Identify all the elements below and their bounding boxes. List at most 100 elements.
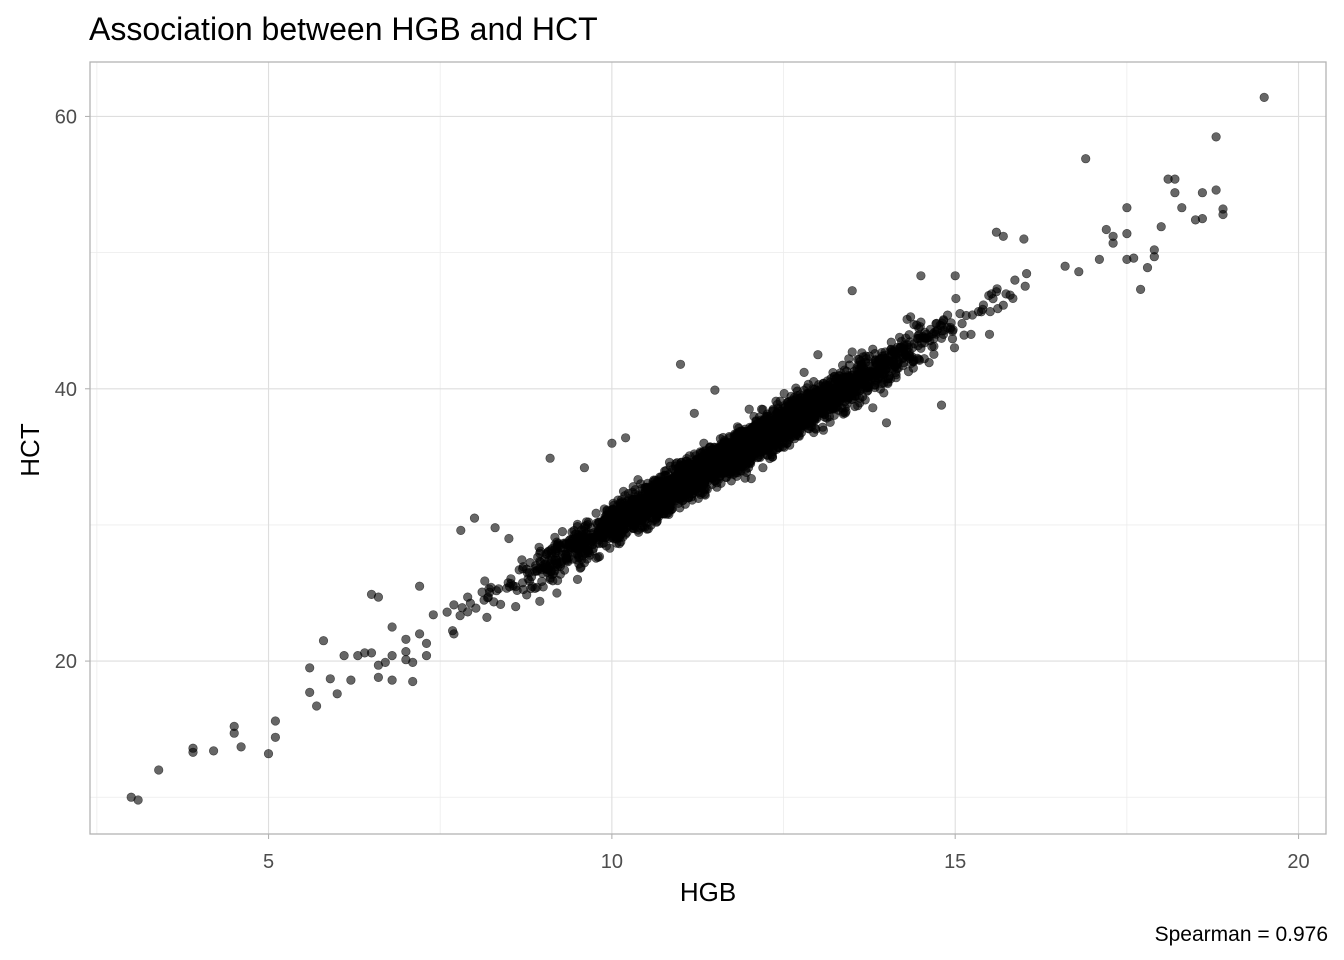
scatter-point bbox=[463, 607, 473, 617]
scatter-point bbox=[469, 513, 480, 523]
scatter-point bbox=[715, 459, 725, 469]
scatter-point bbox=[552, 537, 562, 547]
x-tick-label: 5 bbox=[263, 851, 274, 873]
scatter-point bbox=[732, 468, 743, 478]
scatter-point bbox=[483, 593, 493, 603]
scatter-point bbox=[931, 329, 941, 339]
scatter-point bbox=[759, 434, 769, 444]
scatter-point bbox=[642, 509, 653, 519]
scatter-point bbox=[421, 638, 432, 649]
scatter-point bbox=[449, 629, 459, 639]
scatter-point bbox=[894, 332, 905, 343]
scatter-point bbox=[661, 471, 671, 481]
scatter-point bbox=[581, 523, 591, 533]
scatter-point bbox=[572, 574, 583, 585]
scatter-point bbox=[591, 508, 601, 518]
scatter-point bbox=[805, 421, 815, 432]
scatter-point bbox=[798, 398, 808, 409]
scatter-point bbox=[1135, 284, 1146, 295]
scatter-point bbox=[539, 554, 550, 565]
x-tick-label: 10 bbox=[601, 851, 623, 873]
scatter-point bbox=[855, 383, 866, 394]
scatter-point bbox=[758, 463, 768, 473]
scatter-point bbox=[1005, 290, 1015, 300]
scatter-point bbox=[332, 689, 342, 699]
scatter-point bbox=[675, 359, 686, 369]
scatter-point bbox=[1108, 231, 1118, 241]
scatter-point bbox=[598, 538, 609, 548]
scatter-point bbox=[719, 437, 730, 447]
scatter-point bbox=[788, 415, 798, 426]
scatter-point bbox=[552, 588, 562, 598]
scatter-point bbox=[1211, 185, 1221, 195]
scatter-point bbox=[841, 406, 851, 417]
scatter-point bbox=[339, 650, 349, 661]
scatter-point bbox=[889, 347, 899, 357]
scatter-point bbox=[1122, 229, 1132, 239]
scatter-point bbox=[380, 657, 390, 668]
y-axis-title: HCT bbox=[15, 423, 45, 477]
scatter-point bbox=[572, 534, 583, 545]
scatter-point bbox=[133, 795, 143, 805]
grid-layer bbox=[90, 62, 1326, 834]
scatter-point bbox=[442, 607, 452, 617]
scatter-point bbox=[991, 227, 1002, 237]
scatter-point bbox=[813, 350, 823, 360]
scatter-point bbox=[616, 529, 626, 539]
scatter-point bbox=[1197, 214, 1207, 224]
scatter-point bbox=[936, 400, 947, 410]
scatter-point bbox=[561, 538, 571, 548]
scatter-point bbox=[530, 583, 540, 594]
scatter-point bbox=[270, 732, 281, 742]
scatter-point bbox=[366, 648, 377, 658]
scatter-point bbox=[428, 610, 438, 620]
scatter-point bbox=[480, 576, 490, 586]
scatter-point bbox=[597, 517, 607, 527]
scatter-point bbox=[992, 284, 1002, 294]
scatter-point bbox=[511, 601, 521, 612]
scatter-point bbox=[154, 765, 164, 775]
scatter-point bbox=[1010, 275, 1020, 285]
scatter-point bbox=[632, 508, 642, 519]
scatter-point bbox=[689, 408, 699, 418]
scatter-point bbox=[494, 584, 504, 594]
scatter-point bbox=[522, 590, 532, 600]
scatter-point bbox=[844, 372, 855, 382]
y-tick-label: 60 bbox=[55, 106, 77, 128]
scatter-point bbox=[879, 361, 890, 372]
scatter-point bbox=[415, 629, 425, 639]
scatter-point bbox=[778, 410, 788, 421]
scatter-point bbox=[490, 523, 500, 533]
x-tick-label: 20 bbox=[1287, 851, 1309, 873]
scatter-point bbox=[1074, 267, 1084, 277]
scatter-point bbox=[607, 438, 617, 448]
points-layer bbox=[126, 92, 1269, 805]
scatter-point bbox=[456, 525, 466, 536]
scatter-point bbox=[421, 650, 432, 661]
scatter-point bbox=[762, 409, 772, 419]
scatter-point bbox=[868, 403, 878, 413]
ticks-layer: 5 10 15 20 20 40 60 bbox=[55, 106, 1310, 873]
y-tick-label: 40 bbox=[55, 379, 77, 401]
scatter-point bbox=[545, 453, 555, 463]
scatter-point bbox=[712, 478, 722, 488]
scatter-point bbox=[642, 478, 653, 489]
scatter-point bbox=[984, 329, 995, 339]
scatter-point bbox=[916, 271, 926, 281]
scatter-point bbox=[346, 675, 356, 685]
scatter-point bbox=[270, 716, 281, 726]
scatter-point bbox=[605, 527, 616, 538]
scatter-point bbox=[455, 610, 465, 621]
scatter-point bbox=[701, 464, 711, 475]
scatter-point bbox=[305, 663, 315, 673]
scatter-point bbox=[642, 524, 652, 534]
scatter-point bbox=[860, 395, 870, 405]
scatter-point bbox=[587, 535, 597, 545]
scatter-point bbox=[575, 563, 585, 573]
scatter-point bbox=[847, 286, 857, 296]
scatter-point bbox=[935, 320, 945, 330]
scatter-point bbox=[408, 676, 418, 687]
scatter-point bbox=[408, 657, 418, 668]
scatter-point bbox=[535, 596, 545, 606]
